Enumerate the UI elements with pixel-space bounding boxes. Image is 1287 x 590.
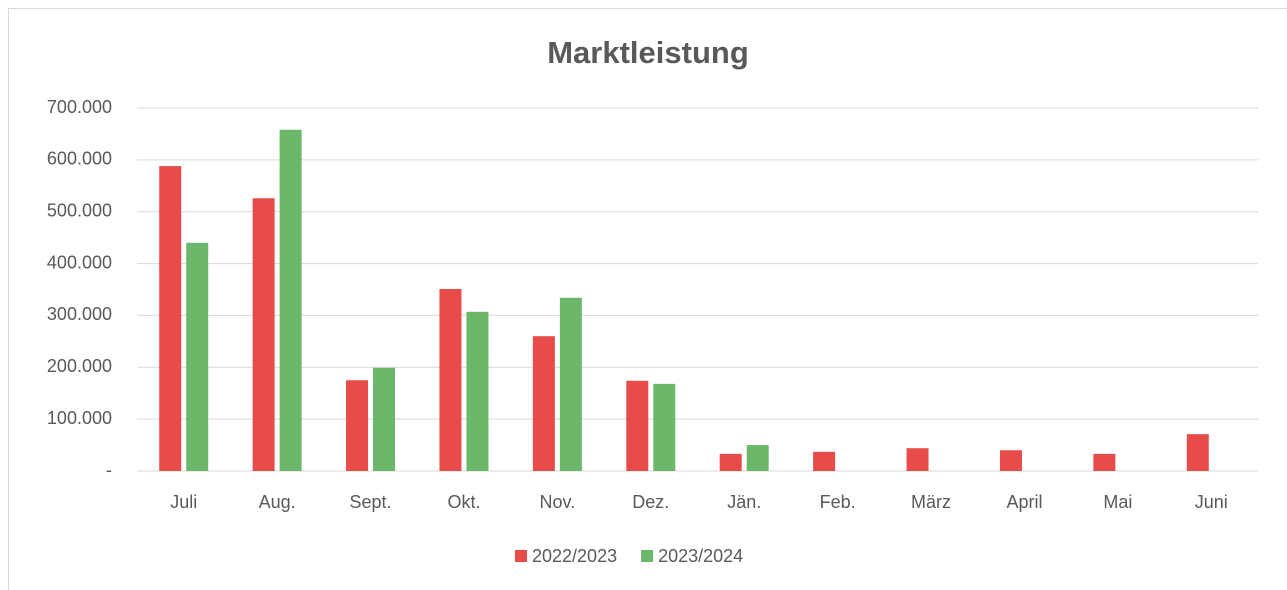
bar [439,288,462,471]
bar [653,383,676,471]
bar [626,380,649,471]
bar [279,129,302,471]
legend-label: 2023/2024 [658,546,743,566]
bar [252,198,275,471]
bar [906,448,929,471]
bar [466,311,489,471]
y-tick-label: 100.000 [47,408,112,428]
bar [1093,453,1116,471]
x-tick-label: Juni [1195,492,1228,512]
x-tick-label: Dez. [632,492,669,512]
x-tick-label: Feb. [820,492,856,512]
x-tick-label: Mai [1103,492,1132,512]
bar [999,450,1022,471]
x-tick-label: Jän. [727,492,761,512]
legend-label: 2022/2023 [532,546,617,566]
x-tick-label: Sept. [350,492,392,512]
legend-swatch [641,550,654,562]
bar [186,242,209,471]
chart-frame [8,8,1287,590]
bar [159,166,182,471]
y-tick-label: 500.000 [47,200,112,220]
bar [1186,434,1209,471]
x-tick-label: März [911,492,951,512]
bar [813,451,836,471]
bar [719,453,742,471]
y-tick-label: 300.000 [47,304,112,324]
bar [746,445,769,471]
bar [559,297,582,471]
x-tick-label: Juli [170,492,197,512]
bar [373,367,396,471]
y-tick-label: 200.000 [47,356,112,376]
legend-swatch [515,550,527,562]
bar [532,336,555,471]
y-tick-label: 700.000 [47,97,112,117]
y-tick-label: - [106,460,112,480]
y-tick-label: 400.000 [47,252,112,272]
x-tick-label: Aug. [259,492,296,512]
chart-title: Marktleistung [547,35,749,70]
x-tick-label: April [1006,492,1042,512]
y-tick-label: 600.000 [47,149,112,169]
bar [346,380,369,471]
x-tick-label: Nov. [540,492,576,512]
x-tick-label: Okt. [447,492,480,512]
